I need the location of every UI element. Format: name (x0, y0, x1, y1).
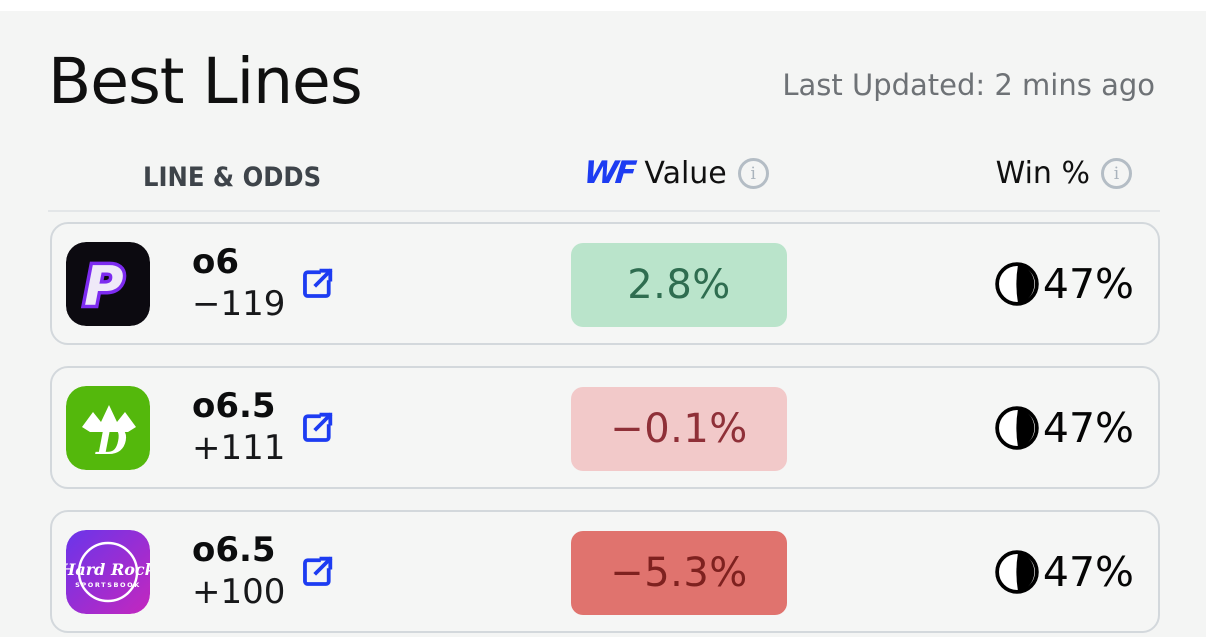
svg-text:SPORTSBOOK: SPORTSBOOK (75, 581, 141, 589)
best-line-row-draftkings[interactable]: D o6.5 +111 −0.1% 47% (50, 366, 1160, 489)
column-header-line-odds: LINE & ODDS (143, 162, 322, 193)
value-column-label: Value (644, 156, 727, 191)
win-pie-icon (995, 405, 1039, 450)
win-percent-value: 47% (1042, 547, 1134, 596)
win-column-label: Win % (995, 156, 1090, 191)
draftkings-logo: D (66, 385, 150, 470)
win-pie-icon (995, 261, 1039, 306)
line-odds-block: o6 −119 (192, 242, 285, 325)
win-percent-value: 47% (1042, 403, 1134, 452)
svg-text:Hard Rock: Hard Rock (66, 560, 150, 579)
external-link-icon[interactable] (298, 265, 336, 303)
line-odds-block: o6.5 +111 (192, 386, 285, 469)
hardrock-logo: Hard Rock SPORTSBOOK (66, 529, 150, 614)
line-value: o6.5 (192, 530, 276, 571)
value-logo-icon: WF (582, 155, 636, 191)
odds-value: +100 (192, 571, 286, 612)
header-divider (48, 210, 1160, 212)
line-value: o6.5 (192, 386, 276, 427)
external-link-icon[interactable] (298, 553, 336, 591)
svg-text:D: D (95, 421, 127, 463)
win-percent-value: 47% (1042, 259, 1134, 308)
external-link-icon[interactable] (298, 409, 336, 447)
line-value: o6 (192, 242, 240, 283)
svg-text:P: P (84, 255, 124, 318)
odds-value: −119 (192, 283, 286, 324)
win-probability: 47% (994, 512, 1134, 631)
line-odds-block: o6.5 +100 (192, 530, 285, 613)
win-probability: 47% (994, 224, 1134, 343)
win-probability: 47% (994, 368, 1134, 487)
win-pie-icon (995, 549, 1039, 594)
value-badge: −0.1% (571, 387, 787, 471)
prizepicks-logo: P (66, 241, 150, 326)
column-header-win: Win % i (996, 156, 1132, 191)
odds-value: +111 (192, 427, 286, 468)
value-badge: 2.8% (571, 243, 787, 327)
value-info-icon[interactable]: i (737, 158, 769, 189)
page-title: Best Lines (48, 45, 363, 118)
top-strip (0, 0, 1206, 11)
value-badge: −5.3% (571, 531, 787, 615)
win-info-icon[interactable]: i (1101, 158, 1132, 189)
column-header-value: WF Value i (582, 155, 769, 191)
best-line-row-hardrock[interactable]: Hard Rock SPORTSBOOK o6.5 +100 −5.3% 47% (50, 510, 1160, 633)
last-updated-text: Last Updated: 2 mins ago (782, 68, 1155, 102)
best-line-row-prizepicks[interactable]: P o6 −119 2.8% 47% (50, 222, 1160, 345)
